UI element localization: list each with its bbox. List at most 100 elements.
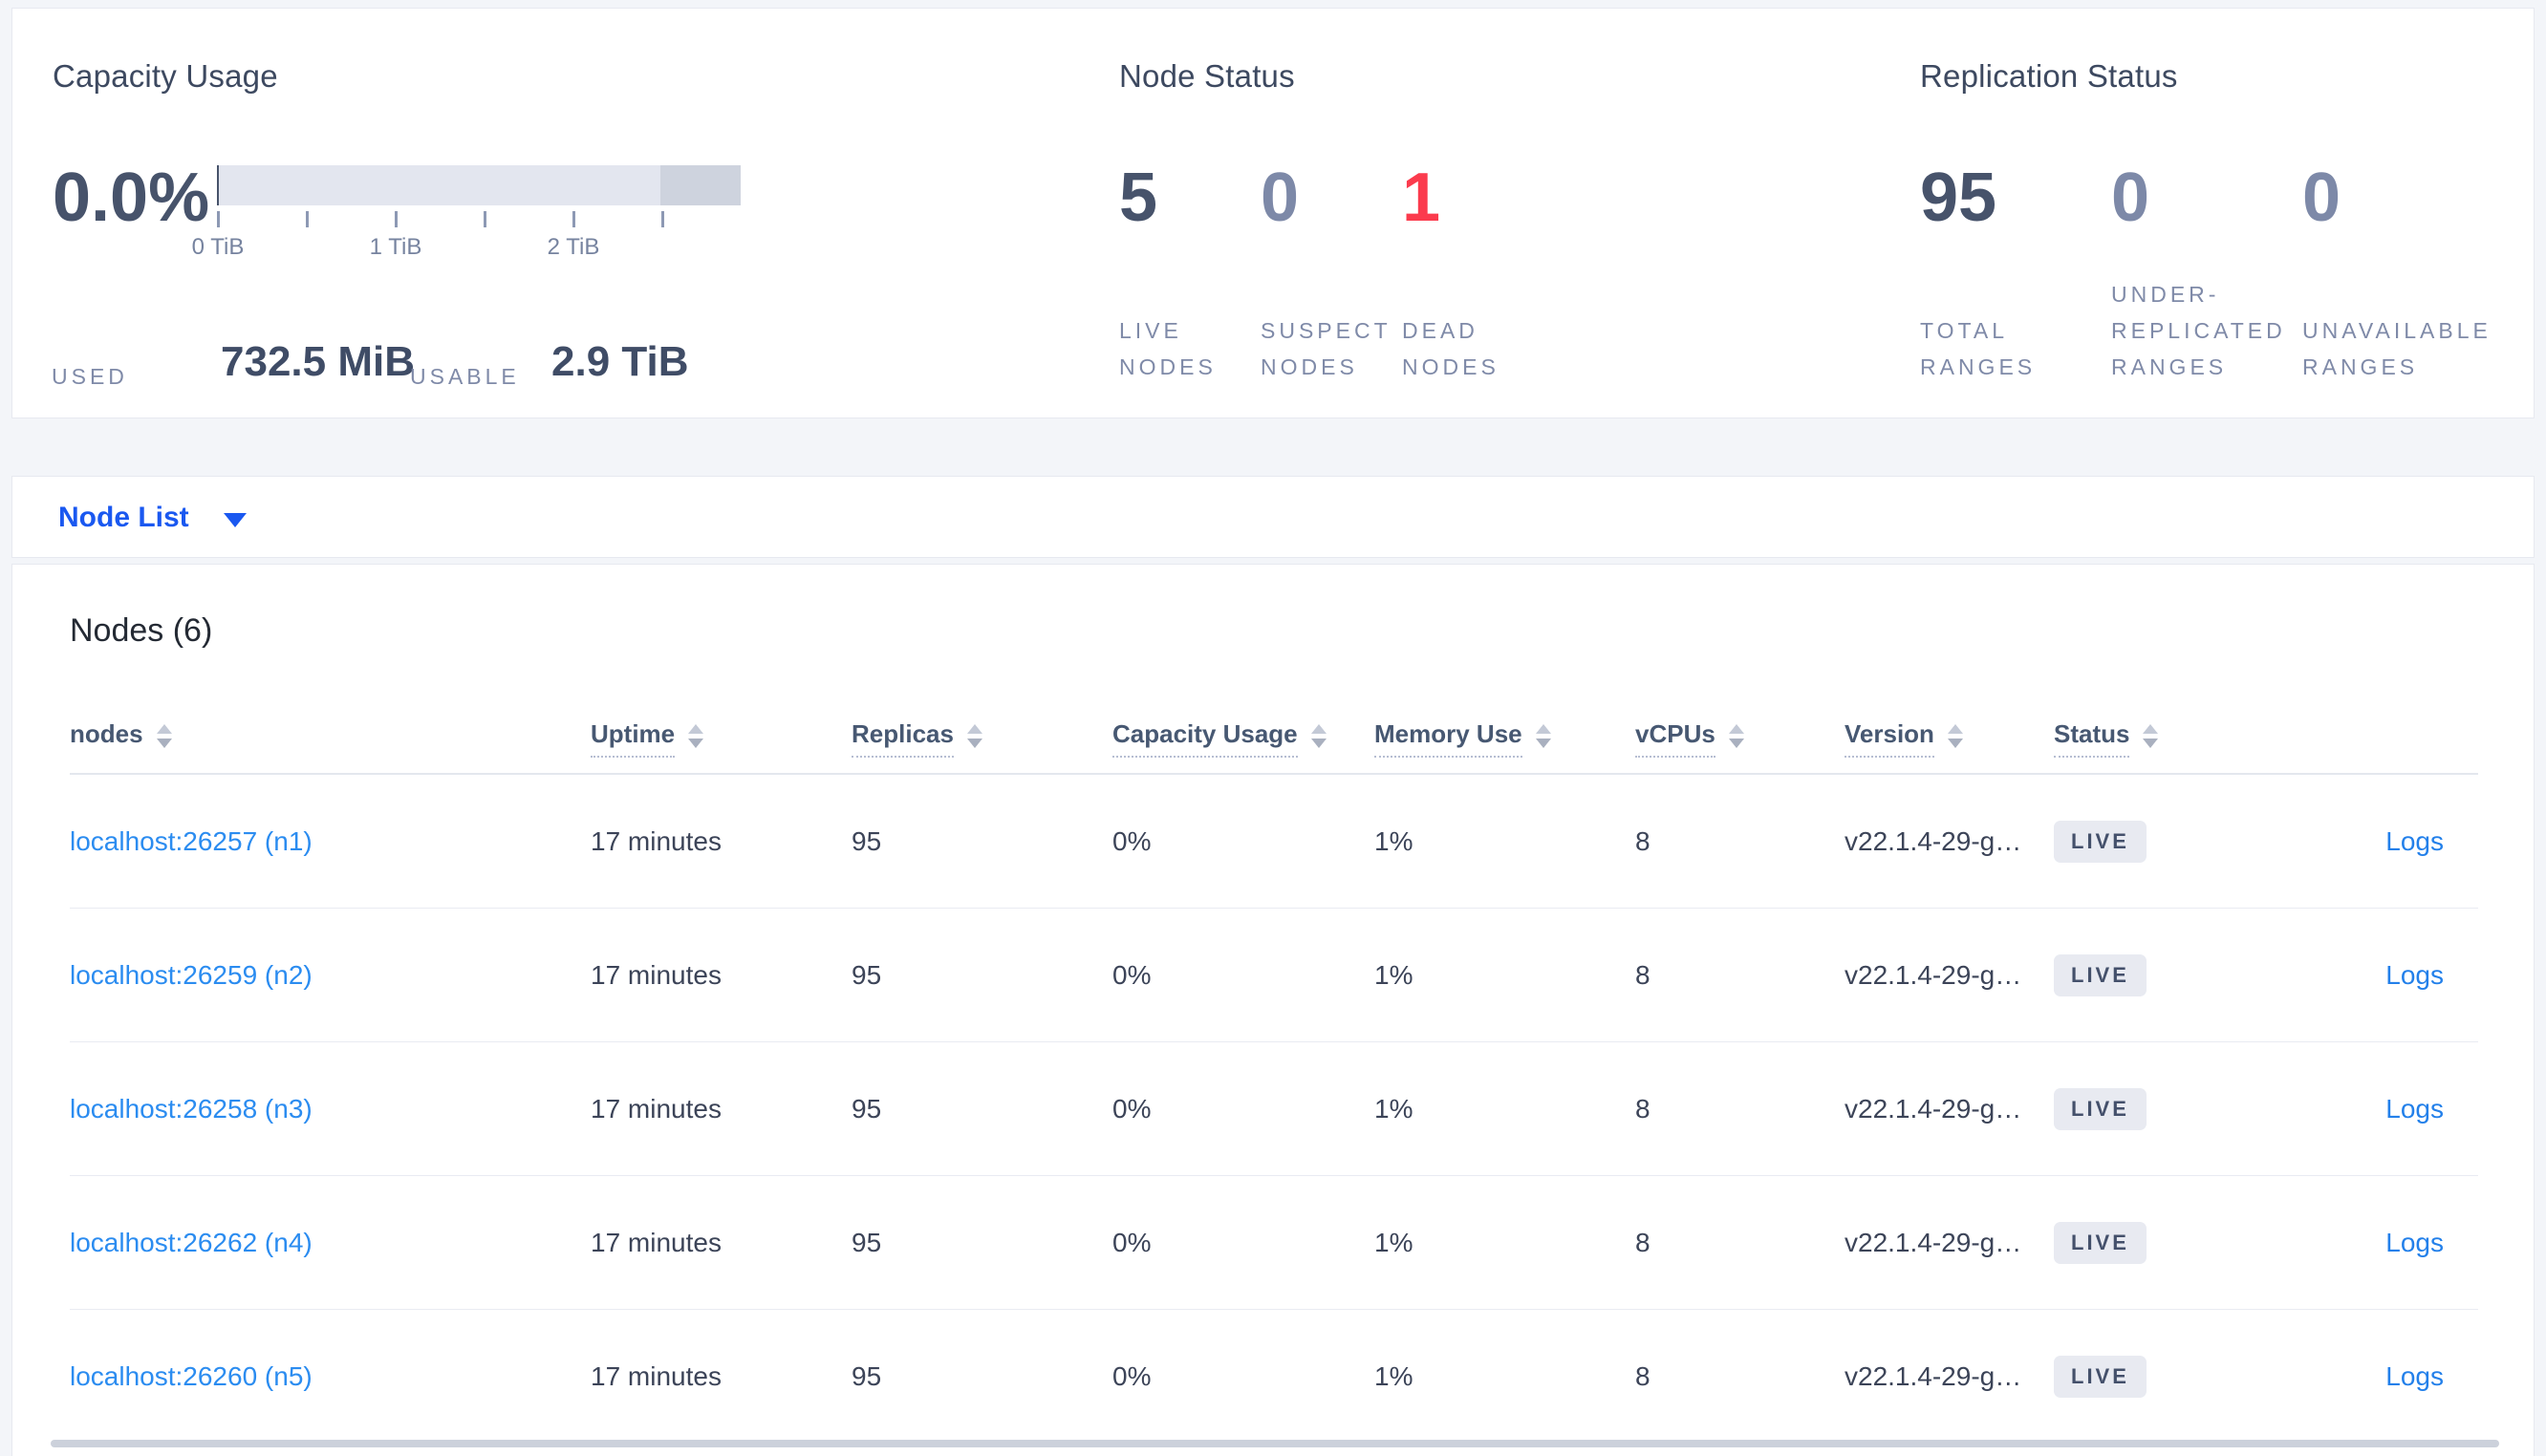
uptime-cell: 17 minutes — [591, 825, 722, 856]
vcpus-cell: 8 — [1635, 825, 1651, 856]
status-badge: LIVE — [2054, 1087, 2147, 1130]
vcpus-cell: 8 — [1635, 1360, 1651, 1391]
table-row: localhost:26257 (n1) 17 minutes 95 0% 1%… — [70, 775, 2478, 909]
chevron-down-icon — [223, 512, 247, 527]
column-header-nodes[interactable]: nodes — [70, 719, 591, 758]
axis-tick-label: 1 TiB — [369, 234, 422, 260]
column-header-uptime[interactable]: Uptime — [591, 719, 852, 758]
logs-link[interactable]: Logs — [2385, 959, 2444, 990]
under-replicated-ranges-label: UNDER-REPLICATED RANGES — [2111, 282, 2286, 379]
status-badge: LIVE — [2054, 953, 2147, 996]
status-badge: LIVE — [2054, 820, 2147, 863]
axis-tick-label: 2 TiB — [547, 234, 600, 260]
node-link[interactable]: localhost:26257 (n1) — [70, 825, 313, 856]
total-ranges-label: TOTAL RANGES — [1920, 318, 2037, 379]
uptime-cell: 17 minutes — [591, 1093, 722, 1124]
node-link[interactable]: localhost:26262 (n4) — [70, 1227, 313, 1257]
used-label: USED — [52, 364, 128, 389]
memory-cell: 1% — [1374, 959, 1413, 990]
memory-cell: 1% — [1374, 1227, 1413, 1257]
table-row: localhost:26260 (n5) 17 minutes 95 0% 1%… — [70, 1310, 2478, 1444]
unavailable-ranges-label: UNAVAILABLE RANGES — [2302, 318, 2492, 379]
capacity-usage-title: Capacity Usage — [53, 58, 278, 94]
replicas-cell: 95 — [852, 1093, 882, 1124]
capacity-cell: 0% — [1112, 959, 1152, 990]
dead-nodes-label: DEAD NODES — [1402, 318, 1500, 379]
sort-icon — [1310, 723, 1327, 748]
vcpus-cell: 8 — [1635, 1227, 1651, 1257]
logs-link[interactable]: Logs — [2385, 825, 2444, 856]
node-status-title: Node Status — [1119, 58, 1295, 94]
status-badge: LIVE — [2054, 1355, 2147, 1398]
total-ranges-value: 95 — [1920, 160, 1997, 236]
capacity-gauge-used-segment — [217, 165, 219, 205]
capacity-gauge — [217, 165, 741, 205]
capacity-cell: 0% — [1112, 825, 1152, 856]
sort-icon — [688, 723, 704, 748]
axis-tick — [661, 211, 664, 227]
node-link[interactable]: localhost:26259 (n2) — [70, 959, 313, 990]
column-header-capacity-usage[interactable]: Capacity Usage — [1112, 719, 1374, 758]
status-badge: LIVE — [2054, 1221, 2147, 1264]
axis-tick — [306, 211, 309, 227]
version-cell: v22.1.4-29-g… — [1845, 1227, 2022, 1257]
capacity-gauge-other-segment — [660, 165, 741, 205]
sort-icon — [1535, 723, 1551, 748]
uptime-cell: 17 minutes — [591, 1227, 722, 1257]
axis-tick-label: 0 TiB — [191, 234, 245, 260]
under-replicated-ranges-value: 0 — [2111, 160, 2150, 236]
suspect-nodes-label: SUSPECT NODES — [1261, 318, 1392, 379]
logs-link[interactable]: Logs — [2385, 1360, 2444, 1391]
unavailable-ranges-value: 0 — [2302, 160, 2341, 236]
live-nodes-value: 5 — [1119, 160, 1158, 236]
table-header-row: nodes Uptime Replicas Capacity Usage Mem… — [70, 700, 2478, 775]
memory-cell: 1% — [1374, 1360, 1413, 1391]
table-row: localhost:26262 (n4) 17 minutes 95 0% 1%… — [70, 1176, 2478, 1310]
capacity-cell: 0% — [1112, 1227, 1152, 1257]
column-header-status[interactable]: Status — [2054, 719, 2249, 758]
node-link[interactable]: localhost:26260 (n5) — [70, 1360, 313, 1391]
table-row: localhost:26259 (n2) 17 minutes 95 0% 1%… — [70, 909, 2478, 1042]
suspect-nodes-value: 0 — [1261, 160, 1300, 236]
sort-icon — [156, 723, 172, 748]
horizontal-scrollbar[interactable] — [51, 1440, 2499, 1447]
version-cell: v22.1.4-29-g… — [1845, 1093, 2022, 1124]
version-cell: v22.1.4-29-g… — [1845, 1360, 2022, 1391]
sort-icon — [1728, 723, 1744, 748]
replicas-cell: 95 — [852, 959, 882, 990]
logs-link[interactable]: Logs — [2385, 1227, 2444, 1257]
node-list-dropdown[interactable]: Node List — [58, 477, 247, 559]
node-list-dropdown-label: Node List — [58, 502, 189, 533]
dead-nodes-value: 1 — [1402, 160, 1441, 236]
replicas-cell: 95 — [852, 1360, 882, 1391]
version-cell: v22.1.4-29-g… — [1845, 959, 2022, 990]
sort-icon — [2143, 723, 2159, 748]
nodes-panel: Nodes (6) nodes Uptime Replicas Capacity… — [11, 564, 2535, 1456]
logs-link[interactable]: Logs — [2385, 1093, 2444, 1124]
vcpus-cell: 8 — [1635, 959, 1651, 990]
table-row: localhost:26258 (n3) 17 minutes 95 0% 1%… — [70, 1042, 2478, 1176]
capacity-cell: 0% — [1112, 1093, 1152, 1124]
sort-icon — [966, 723, 982, 748]
axis-tick — [572, 211, 575, 227]
replication-status-title: Replication Status — [1920, 58, 2178, 94]
column-header-version[interactable]: Version — [1845, 719, 2054, 758]
view-selector-bar: Node List — [11, 476, 2535, 558]
column-header-replicas[interactable]: Replicas — [852, 719, 1112, 758]
usable-label: USABLE — [410, 364, 520, 389]
replicas-cell: 95 — [852, 825, 882, 856]
column-header-memory-use[interactable]: Memory Use — [1374, 719, 1635, 758]
column-header-vcpus[interactable]: vCPUs — [1635, 719, 1845, 758]
used-value: 732.5 MiB — [221, 338, 415, 385]
sort-icon — [1947, 723, 1963, 748]
version-cell: v22.1.4-29-g… — [1845, 825, 2022, 856]
capacity-percent: 0.0% — [53, 160, 210, 236]
capacity-cell: 0% — [1112, 1360, 1152, 1391]
live-nodes-label: LIVE NODES — [1119, 318, 1217, 379]
memory-cell: 1% — [1374, 825, 1413, 856]
nodes-table: nodes Uptime Replicas Capacity Usage Mem… — [70, 700, 2478, 1444]
usable-value: 2.9 TiB — [551, 338, 689, 385]
uptime-cell: 17 minutes — [591, 1360, 722, 1391]
node-link[interactable]: localhost:26258 (n3) — [70, 1093, 313, 1124]
nodes-heading: Nodes (6) — [70, 612, 213, 649]
